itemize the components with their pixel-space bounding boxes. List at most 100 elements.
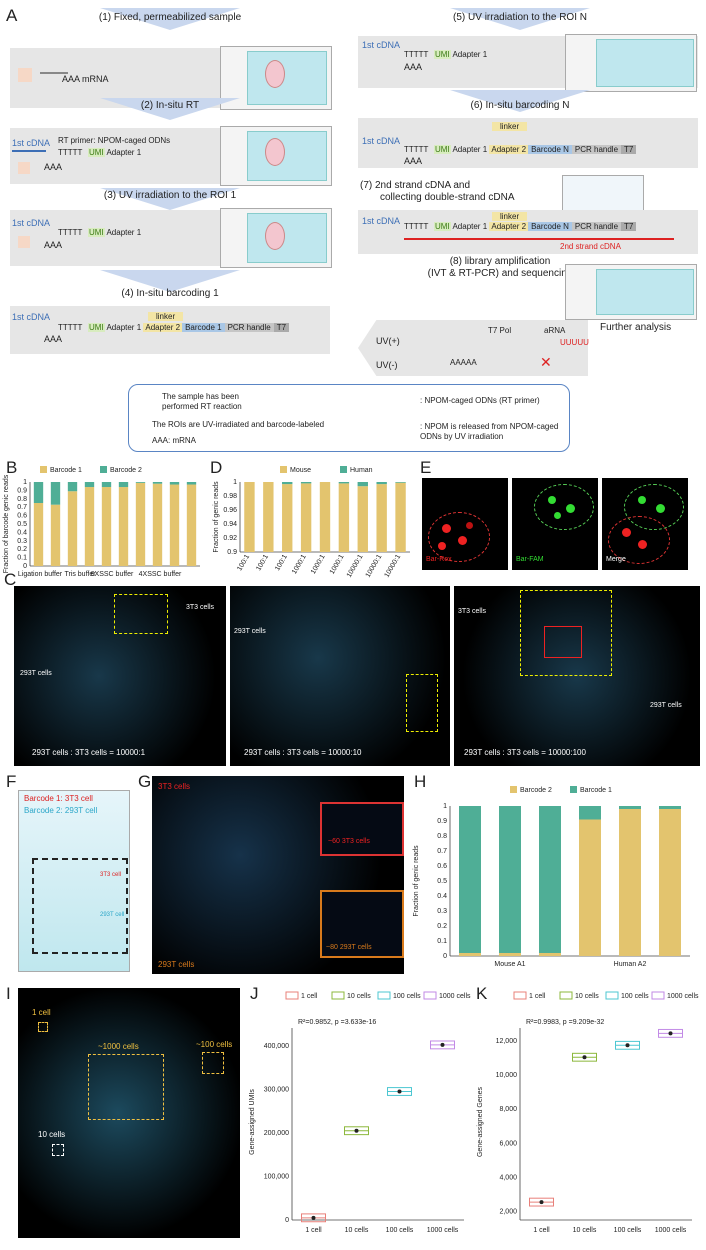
image-c1: 293T cells 3T3 cells 293T cells : 3T3 ce…: [14, 586, 226, 766]
y-tick-label: 100,000: [264, 1173, 289, 1180]
image-c2: 293T cells 293T cells : 3T3 cells = 1000…: [230, 586, 450, 766]
stat-label: R²=0.9852, p =3.633e-16: [298, 1019, 376, 1026]
tttt-7: TTTTT: [404, 222, 429, 231]
legend-label: 1000 cells: [667, 993, 699, 1000]
y-tick-label: 0.8: [17, 496, 27, 503]
step-1-label: (1) Fixed, permeabilized sample: [98, 12, 242, 23]
step-3-label: (3) UV irradiation to the ROI 1: [103, 190, 237, 201]
legend-swatch: [100, 466, 107, 473]
legend-r2b: ODNs by UV irradiation: [420, 432, 504, 441]
y-axis-label: Fraction of genic reads: [413, 845, 420, 917]
y-tick-label: 0.9: [17, 487, 27, 494]
step-arrow-1: [100, 8, 240, 30]
y-tick-label: 10,000: [496, 1072, 518, 1079]
x-tick-label: 100:1: [236, 553, 251, 572]
legend-swatch: [340, 466, 347, 473]
bar-mouse: [338, 483, 350, 552]
bar-barcode-2: [101, 482, 112, 488]
point: [668, 1031, 673, 1036]
legend-l2: The ROIs are UV-irradiated and barcode-l…: [152, 420, 325, 429]
y-tick-label: 0.1: [437, 938, 447, 945]
bar-barcode-1: [152, 483, 163, 566]
legend-l1b: performed RT reaction: [162, 402, 242, 411]
legend-label: 10 cells: [347, 993, 371, 1000]
uuuu: UUUUU: [560, 338, 589, 347]
y-tick-label: 400,000: [264, 1043, 289, 1050]
bar-barcode-2: [169, 482, 180, 485]
uv-minus: UV(-): [376, 360, 398, 370]
legend-l1a: The sample has been: [162, 392, 239, 401]
first-cdna-5: 1st cDNA: [362, 40, 401, 50]
y-axis-label: Fraction of genic reads: [213, 481, 220, 553]
x-tick-label: 100:1: [274, 553, 289, 572]
bar-mouse: [376, 484, 387, 552]
bar-barcode-1: [84, 487, 95, 566]
point: [397, 1089, 402, 1094]
step-arrow-6: [450, 90, 590, 112]
x-tick-label: Human A2: [614, 961, 647, 968]
mrna-line: [40, 72, 68, 74]
sample-square: [18, 68, 32, 82]
legend-r2a: : NPOM is released from NPOM-caged: [420, 422, 559, 431]
image-bar-fam: Bar-FAM: [512, 478, 598, 570]
mrna-label: AAA mRNA: [62, 74, 109, 84]
x-tick-label: 1000:1: [291, 553, 308, 575]
panel-b-letter: B: [6, 458, 18, 477]
umi-2: UMI Adapter 1: [88, 148, 142, 157]
bar-human: [395, 482, 406, 483]
chart-j: 1 cell 10 cells 100 cells 1000 cells R²=0.98…: [249, 991, 471, 1234]
y-tick-label: 12,000: [496, 1038, 518, 1045]
first-cdna-4: 1st cDNA: [12, 312, 51, 322]
stat-label: R²=0.9983, p =9.209e-32: [526, 1019, 604, 1026]
legend-label: 100 cells: [393, 993, 421, 1000]
bar-human: [282, 482, 293, 485]
f-3t3-label: 3T3 cell: [100, 872, 122, 878]
bar-mouse: [357, 486, 368, 552]
bar-mouse: [263, 482, 274, 552]
step-7-row: [358, 210, 698, 254]
embryo-icon-2: [265, 138, 285, 166]
y-axis-label: Fraction of barcode genic reads: [3, 474, 10, 573]
legend-label: 1000 cells: [439, 993, 471, 1000]
bar-barcode-2: [579, 819, 601, 956]
linker-7: linker: [492, 212, 528, 221]
bar-barcode-1: [118, 487, 129, 566]
legend-swatch: [513, 991, 527, 1000]
bar-barcode-1: [135, 482, 146, 566]
bar-barcode-1: [499, 806, 521, 953]
further-analysis: Further analysis: [600, 322, 672, 333]
panel-j-letter: J: [250, 984, 259, 1003]
step-7a-label: (7) 2nd strand cDNA and: [360, 180, 471, 191]
y-tick-label: 2,000: [499, 1208, 517, 1215]
y-tick-label: 4,000: [499, 1174, 517, 1181]
point: [625, 1043, 630, 1048]
tttt-3: TTTTT: [58, 228, 83, 237]
panel-k-letter: K: [476, 984, 488, 1003]
bar-barcode-2: [459, 953, 481, 956]
legend-swatch: [651, 991, 665, 1000]
x-tick-label: 10 cells: [573, 1227, 597, 1234]
sample-square-2: [18, 162, 30, 174]
x-tick-label: 1000 cells: [427, 1227, 459, 1234]
x-tick-label: 10000:1: [346, 553, 365, 579]
bar-mouse: [282, 484, 293, 552]
aaa-5: AAA: [404, 62, 423, 72]
legend-swatch: [285, 991, 299, 1000]
chart-h: 0 0.1 0.2 0.3 0.4 0.5 0.6 0.7 0.8 0.9 1 Mouse A1 Hum…: [413, 786, 690, 968]
y-tick-label: 0.7: [437, 848, 447, 855]
arna: aRNA: [544, 326, 566, 335]
x-tick-label: 1000 cells: [655, 1227, 687, 1234]
tttt-6: TTTTT: [404, 145, 429, 154]
y-tick-label: 0.98: [223, 493, 237, 500]
point: [311, 1215, 316, 1220]
legend-swatch: [423, 991, 437, 1000]
f-dashed-box: [32, 858, 128, 954]
second-strand-arrow: [404, 238, 674, 240]
panel-i-letter: I: [6, 984, 11, 1003]
legend-l3: AAA: mRNA: [152, 436, 197, 445]
aaa-2: AAA: [44, 162, 63, 172]
bar-human: [357, 482, 368, 487]
aaa-3: AAA: [44, 240, 63, 250]
legend-label: 100 cells: [621, 993, 649, 1000]
